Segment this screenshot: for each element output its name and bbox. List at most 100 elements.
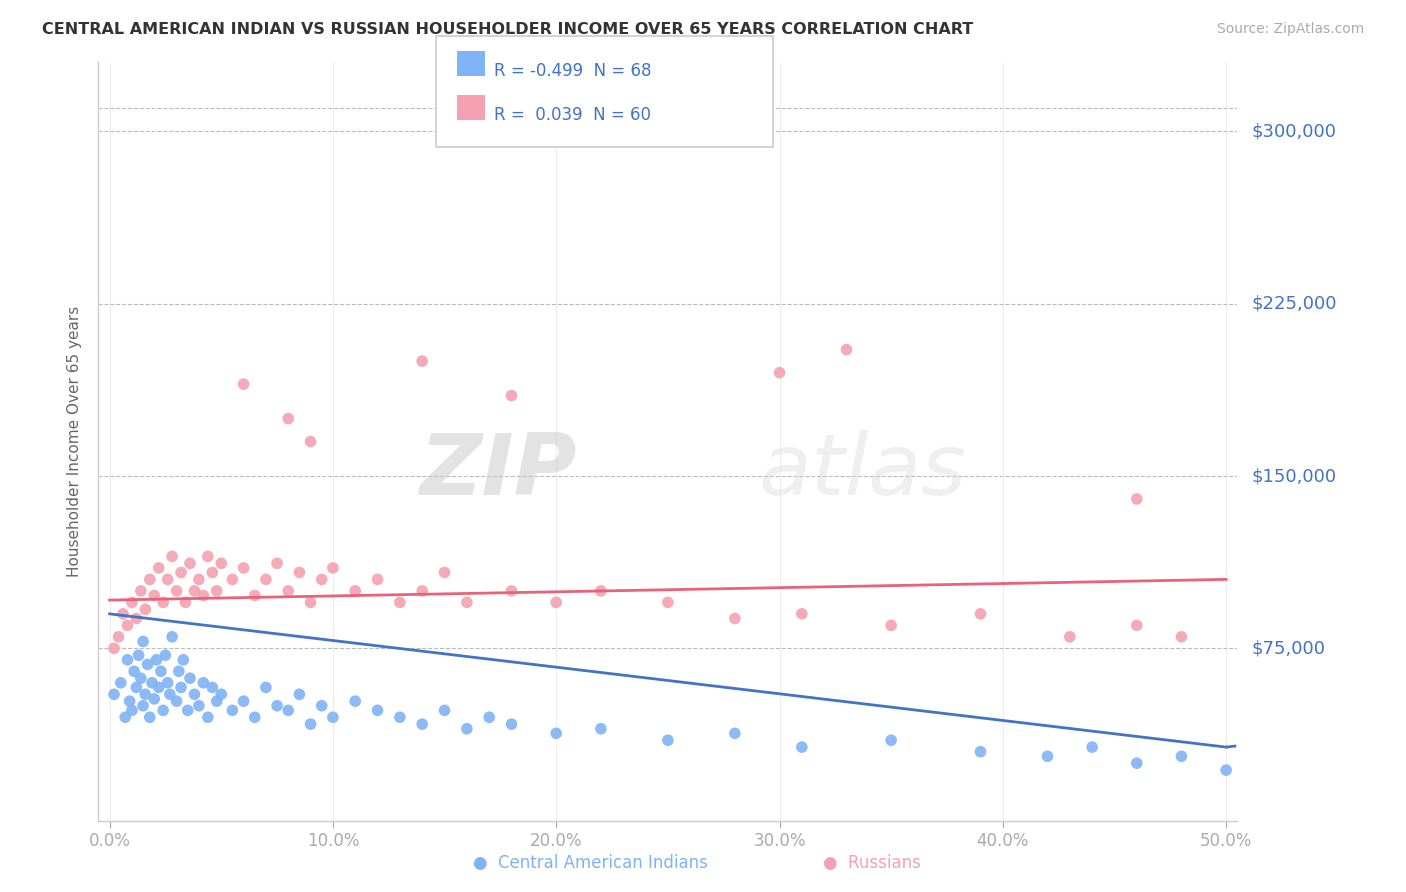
- Point: [266, 698, 288, 713]
- Point: [1036, 749, 1059, 764]
- Point: [478, 710, 501, 724]
- Point: [456, 722, 478, 736]
- Point: [299, 717, 322, 731]
- Point: [768, 366, 790, 380]
- Point: [143, 589, 166, 603]
- Point: [1215, 763, 1237, 777]
- Point: [232, 377, 254, 392]
- Point: [136, 657, 159, 672]
- Point: [205, 583, 228, 598]
- Point: [197, 549, 219, 564]
- Text: R = -0.499  N = 68: R = -0.499 N = 68: [494, 62, 651, 79]
- Y-axis label: Householder Income Over 65 years: Householder Income Over 65 years: [67, 306, 83, 577]
- Point: [193, 675, 215, 690]
- Point: [183, 687, 205, 701]
- Point: [193, 589, 215, 603]
- Point: [367, 703, 389, 717]
- Point: [1170, 630, 1192, 644]
- Point: [166, 583, 188, 598]
- Point: [197, 710, 219, 724]
- Point: [160, 630, 183, 644]
- Text: Source: ZipAtlas.com: Source: ZipAtlas.com: [1216, 22, 1364, 37]
- Point: [107, 630, 129, 644]
- Point: [790, 607, 813, 621]
- Point: [128, 648, 150, 663]
- Point: [1126, 618, 1149, 632]
- Point: [969, 745, 991, 759]
- Point: [277, 583, 299, 598]
- Point: [114, 710, 136, 724]
- Point: [152, 703, 174, 717]
- Point: [209, 557, 232, 571]
- Point: [311, 573, 333, 587]
- Point: [103, 687, 125, 701]
- Point: [344, 583, 367, 598]
- Point: [411, 354, 433, 368]
- Text: atlas: atlas: [759, 430, 967, 514]
- Point: [139, 573, 162, 587]
- Point: [156, 675, 179, 690]
- Point: [835, 343, 858, 357]
- Point: [299, 595, 322, 609]
- Point: [139, 710, 162, 724]
- Point: [187, 698, 209, 713]
- Point: [254, 573, 277, 587]
- Point: [433, 566, 456, 580]
- Point: [501, 388, 523, 402]
- Text: $225,000: $225,000: [1251, 294, 1337, 313]
- Point: [221, 703, 243, 717]
- Point: [170, 681, 193, 695]
- Point: [433, 703, 456, 717]
- Point: [117, 618, 139, 632]
- Point: [179, 557, 201, 571]
- Point: [201, 566, 224, 580]
- Point: [159, 687, 181, 701]
- Point: [589, 583, 612, 598]
- Point: [657, 733, 679, 747]
- Point: [121, 595, 143, 609]
- Point: [266, 557, 288, 571]
- Point: [148, 561, 170, 575]
- Point: [546, 726, 568, 740]
- Point: [141, 675, 163, 690]
- Point: [880, 733, 903, 747]
- Point: [1081, 740, 1104, 755]
- Point: [129, 583, 152, 598]
- Point: [166, 694, 188, 708]
- Point: [177, 703, 200, 717]
- Point: [367, 573, 389, 587]
- Point: [174, 595, 197, 609]
- Point: [969, 607, 991, 621]
- Point: [160, 549, 183, 564]
- Point: [411, 717, 433, 731]
- Point: [221, 573, 243, 587]
- Point: [322, 561, 344, 575]
- Point: [657, 595, 679, 609]
- Text: CENTRAL AMERICAN INDIAN VS RUSSIAN HOUSEHOLDER INCOME OVER 65 YEARS CORRELATION : CENTRAL AMERICAN INDIAN VS RUSSIAN HOUSE…: [42, 22, 973, 37]
- Point: [167, 665, 190, 679]
- Point: [118, 694, 141, 708]
- Point: [209, 687, 232, 701]
- Point: [179, 671, 201, 685]
- Text: $300,000: $300,000: [1251, 122, 1336, 140]
- Point: [125, 611, 148, 625]
- Point: [411, 583, 433, 598]
- Point: [311, 698, 333, 713]
- Point: [129, 671, 152, 685]
- Point: [243, 589, 266, 603]
- Point: [183, 583, 205, 598]
- Point: [132, 698, 155, 713]
- Text: ●  Russians: ● Russians: [823, 855, 921, 872]
- Point: [243, 710, 266, 724]
- Point: [456, 595, 478, 609]
- Point: [724, 611, 747, 625]
- Point: [1126, 491, 1149, 506]
- Point: [254, 681, 277, 695]
- Point: [152, 595, 174, 609]
- Point: [501, 583, 523, 598]
- Point: [288, 566, 311, 580]
- Point: [344, 694, 367, 708]
- Point: [501, 717, 523, 731]
- Point: [111, 607, 134, 621]
- Point: [232, 561, 254, 575]
